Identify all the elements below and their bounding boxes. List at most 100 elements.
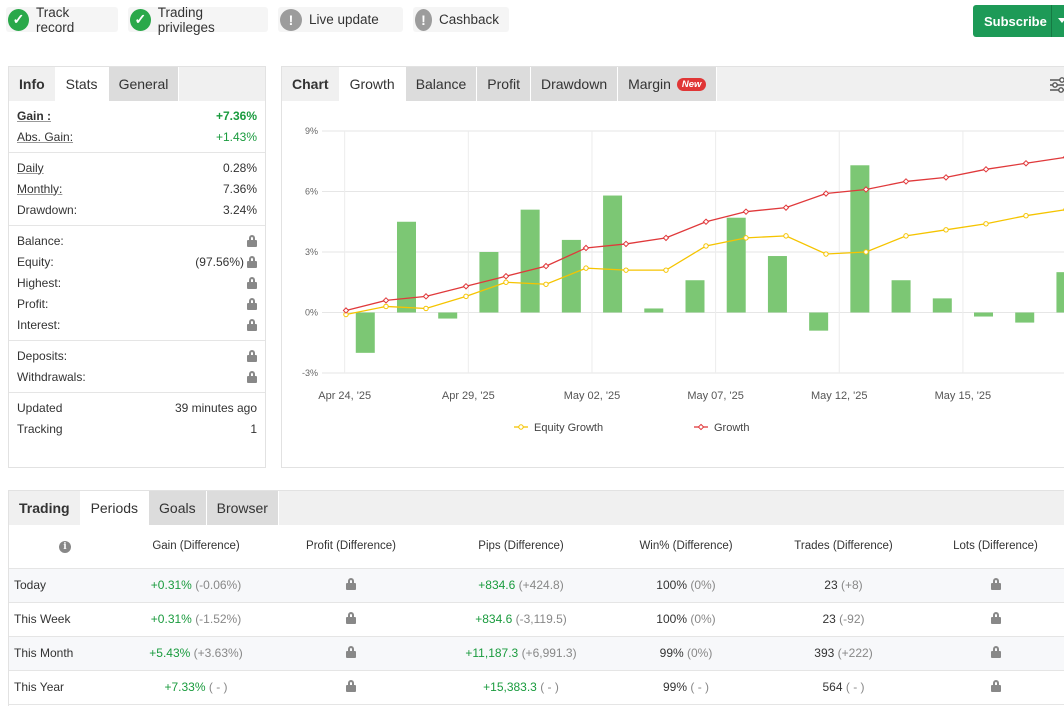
series-point[interactable] bbox=[582, 244, 590, 252]
series-point[interactable] bbox=[822, 190, 830, 197]
trades-value: 564 bbox=[822, 680, 843, 694]
bar[interactable] bbox=[1056, 272, 1064, 313]
series-point[interactable] bbox=[942, 174, 950, 181]
series-point[interactable] bbox=[423, 305, 429, 312]
series-point[interactable] bbox=[902, 178, 910, 185]
badge-trading-privileges[interactable]: ✓ Trading privileges bbox=[128, 5, 268, 35]
series-point[interactable] bbox=[583, 265, 589, 271]
series-point[interactable] bbox=[943, 227, 949, 233]
bar[interactable] bbox=[767, 256, 787, 313]
stats-tabs: Info Stats General bbox=[9, 67, 265, 101]
check-icon: ✓ bbox=[130, 8, 151, 31]
series-point[interactable] bbox=[663, 267, 669, 273]
bar[interactable] bbox=[644, 308, 664, 313]
series-point[interactable] bbox=[383, 303, 389, 310]
series-point[interactable] bbox=[543, 281, 549, 287]
bar[interactable] bbox=[561, 239, 581, 313]
series-point[interactable] bbox=[503, 279, 509, 285]
tab-balance[interactable]: Balance bbox=[405, 67, 478, 101]
gain-value: +0.31% bbox=[150, 578, 192, 592]
series-point[interactable] bbox=[382, 297, 390, 304]
gain-label[interactable]: Gain : bbox=[17, 108, 52, 123]
series-point[interactable] bbox=[463, 293, 469, 300]
tab-goals[interactable]: Goals bbox=[149, 491, 207, 525]
chevron-down-icon[interactable] bbox=[1058, 18, 1064, 23]
legend-label[interactable]: Growth bbox=[714, 422, 749, 434]
tab-chart[interactable]: Chart bbox=[282, 67, 340, 101]
gain-value: +7.36% bbox=[215, 108, 257, 123]
series-point[interactable] bbox=[743, 235, 749, 241]
tab-browser[interactable]: Browser bbox=[206, 491, 279, 525]
bar[interactable] bbox=[1015, 312, 1035, 323]
bar[interactable] bbox=[726, 217, 746, 313]
bar[interactable] bbox=[438, 312, 458, 319]
tab-stats[interactable]: Stats bbox=[55, 67, 109, 101]
badge-label: Live update bbox=[309, 12, 379, 27]
series-point[interactable] bbox=[903, 233, 909, 239]
series-point[interactable] bbox=[622, 240, 630, 248]
tab-info[interactable]: Info bbox=[9, 67, 56, 101]
tab-drawdown[interactable]: Drawdown bbox=[530, 67, 619, 101]
legend-marker bbox=[518, 424, 524, 430]
info-icon[interactable]: i bbox=[59, 540, 71, 553]
x-tick-label: Apr 29, '25 bbox=[442, 390, 495, 402]
series-point[interactable] bbox=[742, 208, 750, 215]
tab-periods[interactable]: Periods bbox=[80, 491, 150, 525]
pips-value: +834.6 bbox=[478, 578, 516, 592]
sliders-icon[interactable] bbox=[1049, 75, 1064, 95]
bar[interactable] bbox=[520, 209, 540, 313]
lock-icon bbox=[346, 611, 356, 624]
periods-table: i Gain (Difference) Profit (Difference) … bbox=[9, 525, 1064, 705]
tab-general[interactable]: General bbox=[108, 67, 180, 101]
tab-profit[interactable]: Profit bbox=[477, 67, 531, 101]
series-point[interactable] bbox=[782, 204, 790, 211]
tab-margin[interactable]: Margin New bbox=[618, 67, 718, 101]
series-point[interactable] bbox=[422, 293, 430, 300]
monthly-label[interactable]: Monthly: bbox=[17, 181, 63, 196]
series-point[interactable] bbox=[342, 307, 350, 314]
series-point[interactable] bbox=[983, 221, 989, 227]
bar[interactable] bbox=[479, 252, 499, 313]
series-point[interactable] bbox=[462, 282, 470, 290]
series-point[interactable] bbox=[982, 166, 990, 173]
interest-row: Interest: bbox=[9, 314, 265, 335]
tab-growth[interactable]: Growth bbox=[339, 67, 406, 101]
bar[interactable] bbox=[974, 312, 994, 317]
tracking-value: 1 bbox=[250, 421, 257, 436]
bar[interactable] bbox=[850, 165, 870, 313]
bar[interactable] bbox=[396, 221, 416, 313]
series-point[interactable] bbox=[502, 272, 510, 280]
table-row: Today +0.31% (-0.06%) +834.6 (+424.8) 100% … bbox=[9, 568, 1064, 603]
series-point[interactable] bbox=[863, 249, 869, 255]
series-point[interactable] bbox=[623, 267, 629, 273]
badge-track-record[interactable]: ✓ Track record bbox=[6, 5, 118, 35]
series-point[interactable] bbox=[703, 243, 709, 249]
legend-label[interactable]: Equity Growth bbox=[534, 422, 603, 434]
bar[interactable] bbox=[932, 298, 952, 313]
bar[interactable] bbox=[891, 280, 911, 313]
profit-cell bbox=[271, 568, 431, 603]
gain-diff: ( - ) bbox=[208, 680, 228, 694]
series-point[interactable] bbox=[783, 233, 789, 239]
series-point[interactable] bbox=[702, 218, 710, 226]
bar[interactable] bbox=[355, 312, 375, 353]
series-point[interactable] bbox=[823, 251, 829, 257]
x-tick-label: May 12, '25 bbox=[811, 390, 868, 402]
series-point[interactable] bbox=[662, 234, 670, 242]
bar[interactable] bbox=[809, 312, 829, 331]
series-point[interactable] bbox=[1023, 213, 1029, 219]
abs-gain-label[interactable]: Abs. Gain: bbox=[17, 129, 74, 144]
tab-trading[interactable]: Trading bbox=[9, 491, 81, 525]
daily-label[interactable]: Daily bbox=[17, 160, 44, 175]
bar[interactable] bbox=[603, 195, 623, 313]
series-point[interactable] bbox=[862, 186, 870, 193]
series-point[interactable] bbox=[1022, 159, 1030, 167]
lock-icon bbox=[990, 679, 1001, 692]
bar[interactable] bbox=[685, 280, 705, 313]
gain-diff: (-1.52%) bbox=[195, 612, 242, 626]
subscribe-button[interactable]: Subscribe bbox=[973, 5, 1064, 37]
deposits-row: Deposits: bbox=[9, 345, 265, 366]
series-point[interactable] bbox=[542, 262, 550, 270]
badge-live-update[interactable]: ! Live update bbox=[278, 7, 403, 32]
badge-cashback[interactable]: ! Cashback bbox=[413, 7, 509, 32]
